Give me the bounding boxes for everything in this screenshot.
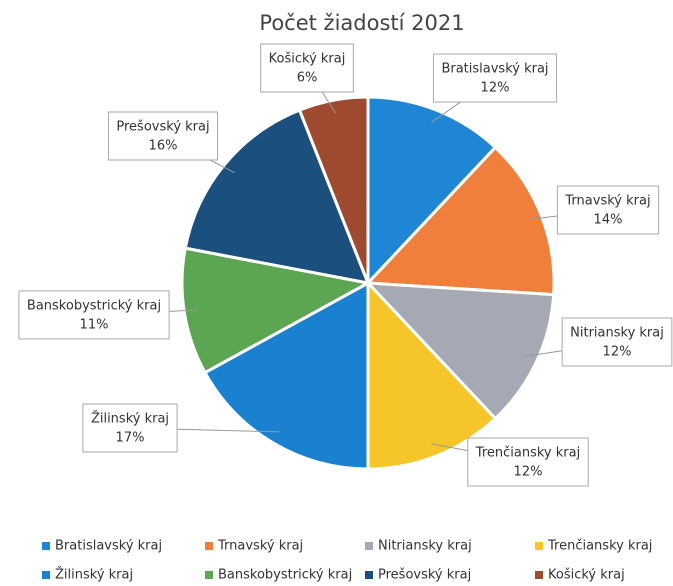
data-label: Prešovský kraj 16% bbox=[107, 111, 219, 161]
pie-slice bbox=[297, 95, 370, 284]
label-box bbox=[107, 111, 219, 161]
label-box bbox=[467, 437, 589, 487]
legend-label: Košický kraj bbox=[548, 568, 625, 583]
label-value: 16% bbox=[149, 139, 178, 154]
label-name: Košický kraj bbox=[269, 52, 346, 67]
legend-label: Trenčiansky kraj bbox=[547, 539, 652, 554]
label-box bbox=[556, 185, 660, 235]
label-box bbox=[260, 43, 354, 93]
pie-slice bbox=[202, 280, 370, 471]
data-label: Bratislavský kraj 12% bbox=[432, 53, 558, 103]
legend-swatch bbox=[535, 571, 543, 579]
label-value: 12% bbox=[514, 465, 543, 480]
data-label: Banskobystrický kraj 11% bbox=[18, 290, 170, 340]
label-value: 14% bbox=[594, 213, 623, 228]
legend-label: Trnavský kraj bbox=[217, 539, 303, 554]
data-label: Trnavský kraj 14% bbox=[556, 185, 660, 235]
label-name: Nitriansky kraj bbox=[570, 326, 664, 341]
label-value: 6% bbox=[297, 71, 318, 86]
label-box bbox=[82, 403, 178, 453]
label-name: Bratislavský kraj bbox=[441, 62, 548, 77]
label-name: Prešovský kraj bbox=[116, 120, 209, 135]
data-label: Trenčiansky kraj 12% bbox=[467, 437, 589, 487]
data-label: Košický kraj 6% bbox=[260, 43, 354, 93]
legend-swatch bbox=[535, 542, 543, 550]
label-value: 12% bbox=[603, 345, 632, 360]
label-name: Žilinský kraj bbox=[91, 411, 169, 427]
legend-swatch bbox=[365, 542, 373, 550]
label-name: Banskobystrický kraj bbox=[27, 299, 161, 314]
label-box bbox=[561, 317, 673, 367]
label-name: Trenčiansky kraj bbox=[475, 446, 580, 461]
legend-label: Bratislavský kraj bbox=[55, 539, 162, 554]
data-label: Nitriansky kraj 12% bbox=[561, 317, 673, 367]
label-name: Trnavský kraj bbox=[564, 194, 650, 209]
legend-label: Prešovský kraj bbox=[378, 568, 471, 583]
label-value: 11% bbox=[80, 318, 109, 333]
pie-slice bbox=[183, 108, 371, 285]
legend-label: Nitriansky kraj bbox=[378, 539, 472, 554]
data-label: Žilinský kraj 17% bbox=[82, 403, 178, 453]
label-box bbox=[18, 290, 170, 340]
label-box bbox=[432, 53, 558, 103]
legend-swatch bbox=[205, 542, 213, 550]
pie-slice bbox=[180, 246, 373, 375]
legend-swatch bbox=[42, 571, 50, 579]
label-value: 12% bbox=[481, 81, 510, 96]
legend-swatch bbox=[365, 571, 373, 579]
legend-swatch bbox=[42, 542, 50, 550]
chart-title: Počet žiadostí 2021 bbox=[259, 11, 464, 35]
pie-slice bbox=[364, 145, 556, 297]
legend-swatch bbox=[205, 571, 213, 579]
pie-slice bbox=[366, 279, 498, 471]
legend-label: Banskobystrický kraj bbox=[218, 568, 352, 583]
pie-slice bbox=[366, 95, 498, 287]
pie-slice bbox=[364, 281, 556, 421]
label-value: 17% bbox=[116, 431, 145, 446]
legend-label: Žilinský kraj bbox=[55, 567, 133, 583]
